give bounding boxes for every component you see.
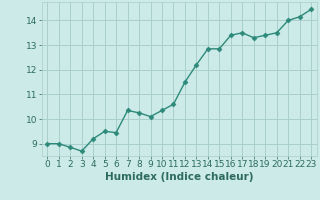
X-axis label: Humidex (Indice chaleur): Humidex (Indice chaleur): [105, 172, 253, 182]
